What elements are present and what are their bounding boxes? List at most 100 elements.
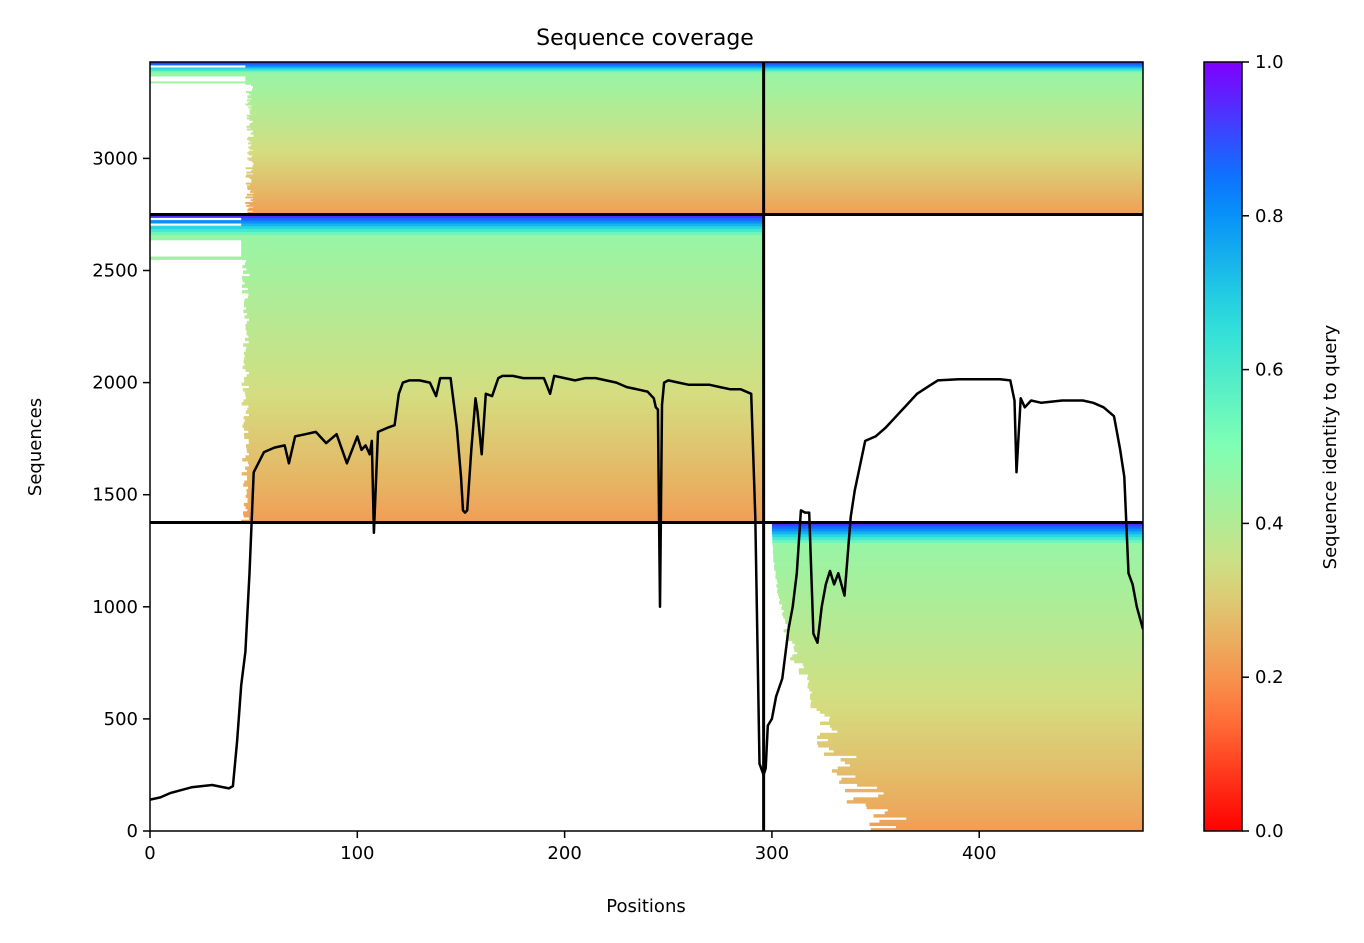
heatmap-row [895,825,1143,829]
heatmap-row [803,665,1143,669]
heatmap-row [252,210,1143,213]
plot-frame [149,61,1144,832]
heatmap-row [780,598,1143,602]
heatmap-row [248,292,764,297]
heatmap-row [845,788,1143,793]
heatmap-row [771,522,1143,526]
colorbar-tick-label: 0.0 [1255,821,1284,842]
heatmap-row [248,334,764,339]
heatmap-row [793,645,1143,650]
heatmap-row [253,161,1143,164]
heatmap-row [244,418,764,423]
colorbar-tick-label: 0.6 [1255,360,1284,381]
heatmap-row [253,134,1143,137]
heatmap-row [247,188,1143,191]
heatmap-row [244,390,764,395]
heatmap-row [797,651,1143,655]
heatmap-row [245,175,1143,178]
heatmap-row [839,780,1143,784]
heatmap-row [773,559,1143,563]
heatmap-row [772,525,1143,529]
heatmap-row [869,822,1143,826]
x-tick-label: 100 [340,843,374,864]
heatmap-row [251,89,1143,92]
heatmap-row [819,710,1143,714]
heatmap-row [248,287,764,291]
heatmap-row [253,192,1143,195]
heatmap-row [251,105,1143,107]
heatmap-row [906,817,1143,821]
heatmap-row [251,121,1143,124]
heatmap-row [792,654,1143,658]
heatmap-row [246,346,764,350]
heatmap-row [150,74,1143,77]
heatmap-row [250,145,1143,148]
heatmap-row [782,612,1143,616]
heatmap-row [241,253,764,258]
heatmap-row [252,195,1143,198]
heatmap-row [887,808,1143,812]
heatmap-row [816,707,1143,711]
heatmap-row [249,124,1143,127]
heatmap-row [252,85,1143,88]
heatmap-row [247,185,1143,188]
heatmap-row [249,100,1143,103]
heatmap-row [866,805,1143,810]
heatmap-row [245,196,1143,199]
heatmap-row [251,107,1143,110]
heatmap-row [248,516,764,521]
heatmap-row [246,306,764,311]
heatmap-row [245,393,764,398]
heatmap-row [248,452,764,456]
heatmap-row [150,231,764,235]
y-tick-label: 0 [127,821,138,842]
heatmap-row [242,290,764,294]
heatmap-row [247,138,1143,141]
heatmap-row [857,783,1143,787]
heatmap-row [242,458,764,462]
heatmap-row [798,668,1143,672]
heatmap-row [247,508,764,512]
heatmap-row [241,248,764,252]
heatmap-row [246,491,764,496]
heatmap-row [150,70,1143,73]
heatmap-row [150,71,1143,74]
heatmap-row [776,584,1143,588]
heatmap-row [884,811,1143,815]
y-tick-label: 500 [104,709,138,730]
heatmap-row [837,730,1143,734]
heatmap-row [249,318,764,322]
heatmap-row [829,724,1143,728]
heatmap-row [246,91,1143,94]
heatmap-row [248,106,1143,109]
heatmap-row [248,159,1143,161]
heatmap-row [245,396,764,400]
heatmap-row [783,609,1143,613]
colorbar-tick-label: 1.0 [1255,52,1284,73]
heatmap-row [245,66,1143,69]
x-tick-label: 400 [962,843,996,864]
heatmap-row [250,199,1143,202]
heatmap-row [249,109,1143,112]
heatmap-row [785,620,1143,625]
heatmap-row [774,567,1143,571]
heatmap-row [246,171,1143,174]
heatmap-row [246,267,764,272]
heatmap-row [250,110,1143,113]
x-axis-ticks: 0 100 200 300 400 [144,831,996,864]
heatmap-row [248,441,764,445]
heatmap-row [245,466,764,470]
heatmap-row [243,502,764,507]
heatmap-row [246,193,1143,196]
heatmap-row [809,679,1143,683]
heatmap-row [246,332,764,336]
heatmap-row [817,735,1143,739]
colorbar-gradient [1204,62,1242,831]
heatmap-row [244,351,764,356]
heatmap-row [246,449,764,454]
heatmap-row [246,329,764,333]
heatmap-row [245,103,1143,106]
heatmap-row [855,774,1143,779]
heatmap-row [251,170,1143,173]
